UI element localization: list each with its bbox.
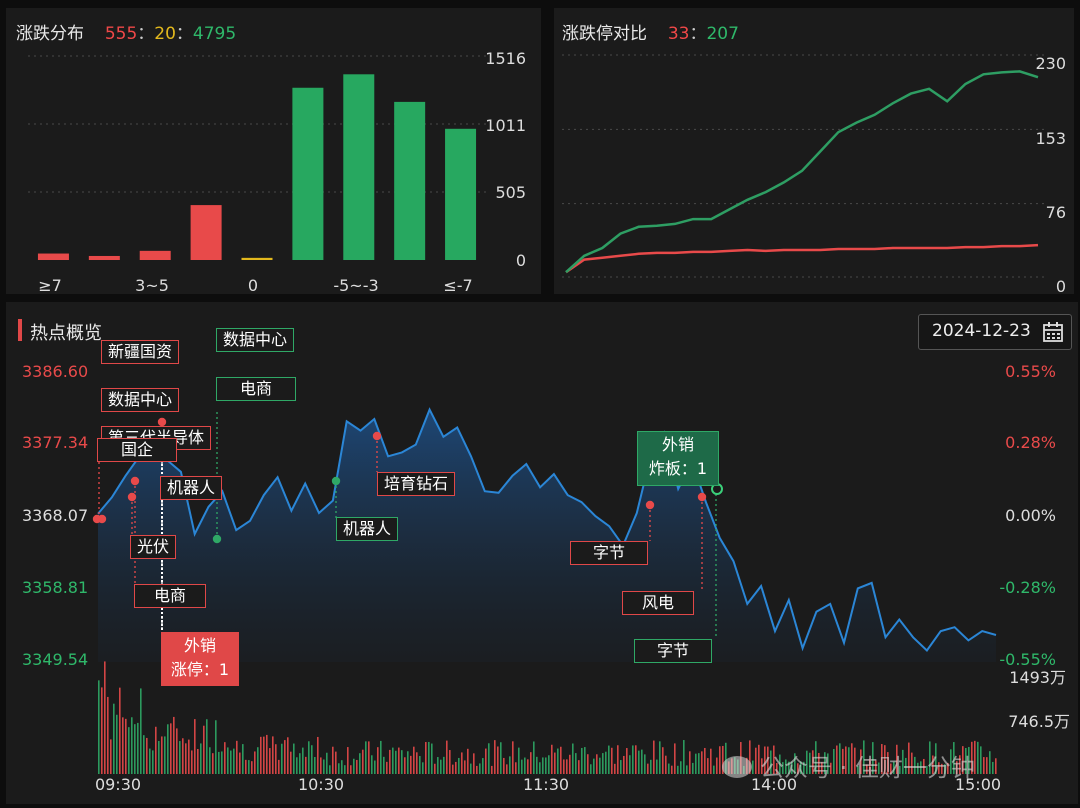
- popup-green-line1: 外销: [661, 435, 694, 454]
- bar-7: [394, 101, 426, 261]
- tag-ecommerce[interactable]: 电商: [134, 584, 206, 608]
- bar-5: [292, 87, 324, 260]
- distribution-bar-chart: 1516 1011 505 0 ≥7 3~5 0 -5~-3 ≤-7: [28, 49, 526, 294]
- bar-8: [445, 128, 477, 260]
- date-value: 2024-12-23: [932, 321, 1031, 341]
- panel-title: 涨跌停对比 33：207: [562, 24, 739, 44]
- tag-data-center-down[interactable]: 数据中心: [216, 328, 295, 352]
- popup-red-line1: 外销: [183, 636, 216, 655]
- popup-red-line2: 涨停：1: [170, 660, 230, 679]
- x-tick-label: 3~5: [135, 276, 169, 294]
- limit-line-chart: 230 153 76 0: [562, 54, 1066, 294]
- tag-ecommerce-down[interactable]: 电商: [216, 377, 296, 401]
- bar-0: [37, 253, 69, 260]
- x-tick-label: ≥7: [38, 276, 62, 294]
- y-tick-label: 1516: [485, 49, 526, 68]
- y-tick-label: 76: [1046, 203, 1066, 222]
- y-tick-label: 505: [495, 183, 526, 202]
- tag-wind-power[interactable]: 风电: [622, 591, 694, 615]
- flat-count: 20: [154, 24, 176, 44]
- x-tick-label: ≤-7: [443, 276, 472, 294]
- rise-fall-distribution-panel: 涨跌分布 555：20：4795 1516 1011 505 0 ≥7 3~5 0 -5~-…: [6, 8, 541, 294]
- bar-2: [139, 250, 171, 260]
- tag-bytedance-down[interactable]: 字节: [634, 639, 712, 663]
- tag-data-center[interactable]: 数据中心: [101, 388, 180, 412]
- bar-3: [190, 205, 222, 260]
- x-tick-label: 0: [248, 276, 258, 294]
- y-tick-label: 1011: [485, 116, 526, 135]
- calendar-icon[interactable]: [1042, 321, 1064, 343]
- y-tick-label: 0: [1056, 277, 1066, 294]
- date-picker[interactable]: 2024-12-23: [918, 314, 1072, 350]
- watermark-text: 公众号 · 佳财一分钟: [760, 754, 975, 782]
- tag-photovoltaic[interactable]: 光伏: [130, 535, 177, 559]
- tag-robot-down[interactable]: 机器人: [336, 517, 399, 541]
- panel-title: 涨跌分布 555：20：4795: [16, 24, 237, 44]
- limit-title: 涨跌停对比: [562, 24, 647, 44]
- watermark: 公众号 · 佳财一分钟: [722, 748, 975, 783]
- tag-cultivated-diamond[interactable]: 培育钻石: [377, 472, 456, 496]
- popup-export-break-board[interactable]: 外销 炸板：1: [637, 431, 719, 486]
- y-tick-label: 230: [1035, 54, 1066, 73]
- tag-state-owned[interactable]: 国企: [97, 438, 177, 462]
- wechat-icon: [722, 756, 752, 778]
- popup-green-line2: 炸板：1: [648, 459, 708, 478]
- limit-down-count: 207: [706, 24, 739, 44]
- tag-robot[interactable]: 机器人: [160, 476, 223, 500]
- y-tick-label: 0: [516, 251, 526, 270]
- y-tick-label: 153: [1035, 129, 1066, 148]
- down-count: 4795: [192, 24, 237, 44]
- bar-1: [88, 255, 120, 260]
- bar-4: [241, 257, 273, 260]
- limit-comparison-panel: 涨跌停对比 33：207 230 153 76 0: [554, 8, 1074, 294]
- limit-up-count: 33: [667, 24, 690, 44]
- series-line-1: [565, 70, 1039, 274]
- tag-xinjiang-state-assets[interactable]: 新疆国资: [101, 340, 180, 364]
- x-tick-label: -5~-3: [333, 276, 378, 294]
- hot-title: 热点概览: [30, 323, 102, 344]
- title-accent-bar: [18, 319, 22, 341]
- tag-bytedance[interactable]: 字节: [570, 541, 648, 565]
- dist-title: 涨跌分布: [16, 24, 84, 44]
- up-count: 555: [104, 24, 138, 44]
- popup-export-limit-up[interactable]: 外销 涨停：1: [161, 632, 239, 686]
- bar-6: [343, 74, 375, 261]
- series-line-0: [565, 243, 1039, 274]
